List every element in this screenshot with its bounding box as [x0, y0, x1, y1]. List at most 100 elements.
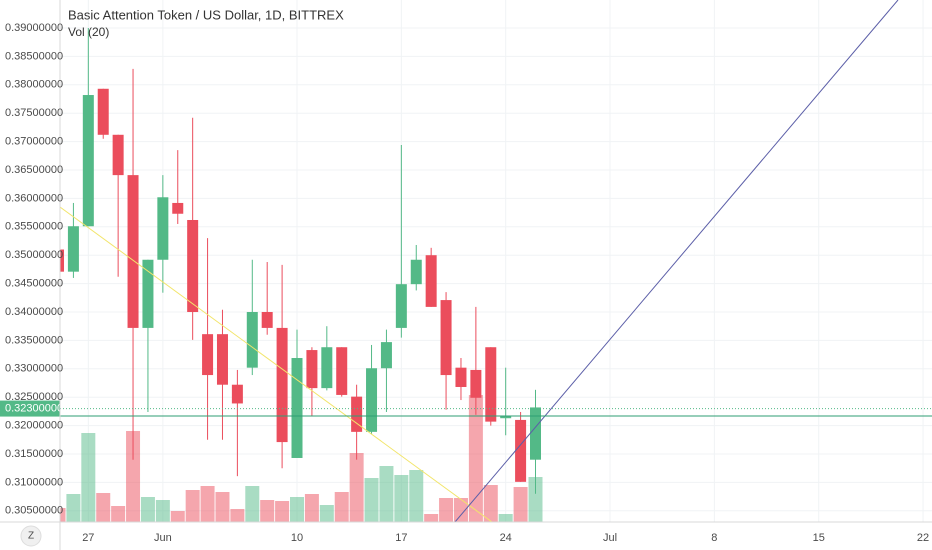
volume-bar	[468, 395, 483, 522]
candle-body	[157, 197, 169, 260]
volume-bar	[528, 477, 543, 522]
zoom-button[interactable]	[20, 525, 42, 547]
candle-body	[410, 259, 422, 285]
volume-bar	[409, 470, 424, 522]
volume-layer	[60, 395, 543, 522]
volume-bar	[185, 490, 200, 522]
volume-bar	[364, 478, 379, 522]
volume-bar	[513, 487, 528, 522]
candle-body	[82, 95, 94, 227]
candle-body	[395, 284, 407, 328]
y-tick-label: 0.36000000	[5, 192, 63, 204]
volume-bar	[215, 492, 230, 522]
volume-bar	[111, 506, 126, 522]
chart-title: Basic Attention Token / US Dollar, 1D, B…	[68, 7, 344, 22]
y-tick-label: 0.38000000	[5, 79, 63, 91]
candle-body	[306, 350, 318, 389]
volume-bar	[155, 500, 170, 522]
x-tick-label: 8	[711, 532, 717, 544]
volume-bar	[453, 498, 468, 522]
volume-bar	[245, 486, 260, 522]
x-tick-label: Jul	[603, 532, 617, 544]
x-tick-label: 17	[395, 532, 407, 544]
volume-bar	[126, 431, 141, 522]
y-tick-label: 0.30500000	[5, 505, 63, 517]
y-tick-label: 0.32000000	[5, 420, 63, 432]
y-tick-label: 0.32500000	[5, 391, 63, 403]
volume-bar	[66, 494, 81, 522]
candle-body	[336, 347, 348, 395]
volume-bar	[334, 492, 349, 522]
candle-body	[216, 334, 228, 385]
volume-bar	[60, 508, 66, 522]
current-price-label: 0.32300000	[5, 402, 63, 414]
x-tick-label: 27	[82, 532, 94, 544]
y-tick-label: 0.33000000	[5, 363, 63, 375]
volume-bar	[290, 497, 305, 522]
y-tick-label: 0.33500000	[5, 334, 63, 346]
y-tick-label: 0.34500000	[5, 278, 63, 290]
x-tick-label: 22	[917, 532, 929, 544]
candle-body	[515, 419, 527, 482]
volume-bar	[170, 511, 185, 522]
candle-body	[142, 259, 154, 328]
x-tick-label: Jun	[154, 532, 172, 544]
volume-bar	[424, 514, 439, 522]
y-tick-label: 0.35000000	[5, 249, 63, 261]
indicator-label: Vol (20)	[68, 25, 109, 39]
candle-body	[440, 300, 452, 376]
candle-body	[67, 226, 79, 272]
candle-layer	[60, 28, 542, 494]
candle-body	[351, 396, 363, 432]
candle-body	[231, 384, 243, 404]
candle-body	[366, 368, 378, 432]
candle-body	[500, 416, 512, 419]
y-tick-label: 0.36500000	[5, 164, 63, 176]
volume-bar	[260, 500, 275, 522]
candle-body	[187, 219, 199, 313]
candle-body	[172, 202, 184, 214]
candle-body	[276, 327, 288, 443]
candle-body	[530, 407, 542, 460]
volume-bar	[81, 433, 96, 522]
volume-bar	[319, 505, 334, 522]
candle-body	[246, 312, 258, 368]
volume-bar	[230, 509, 245, 522]
candle-body	[291, 358, 303, 458]
volume-bar	[275, 501, 290, 522]
volume-bar	[439, 498, 454, 522]
candle-body	[127, 175, 139, 328]
y-tick-label: 0.31500000	[5, 448, 63, 460]
candle-body	[455, 367, 467, 387]
trend-line	[60, 206, 493, 522]
volume-bar	[349, 453, 364, 522]
candle-body	[261, 312, 273, 328]
volume-bar	[140, 497, 155, 522]
volume-bar	[483, 485, 498, 522]
y-tick-label: 0.38500000	[5, 50, 63, 62]
y-tick-label: 0.39000000	[5, 22, 63, 34]
candle-body	[97, 88, 109, 135]
volume-bar	[498, 514, 513, 522]
y-tick-label: 0.37500000	[5, 107, 63, 119]
y-tick-label: 0.31000000	[5, 476, 63, 488]
trend-line	[454, 0, 899, 522]
axes: 0.30500000 0.31000000 0.31500000 0.32000000…	[5, 22, 929, 544]
candle-body	[60, 249, 65, 272]
y-tick-label: 0.35500000	[5, 221, 63, 233]
zoom-button-label[interactable]: Z	[28, 531, 34, 542]
candle-body	[202, 334, 214, 376]
candle-body	[425, 255, 437, 307]
candle-body	[112, 134, 124, 176]
y-tick-label: 0.34000000	[5, 306, 63, 318]
drawings	[60, 0, 932, 522]
candle-body	[321, 347, 333, 389]
volume-bar	[304, 494, 319, 522]
candle-body	[485, 347, 497, 422]
candle-body	[380, 342, 392, 369]
volume-bar	[379, 466, 394, 522]
price-line-layer: 0.32300000	[0, 400, 932, 417]
y-tick-label: 0.37000000	[5, 136, 63, 148]
